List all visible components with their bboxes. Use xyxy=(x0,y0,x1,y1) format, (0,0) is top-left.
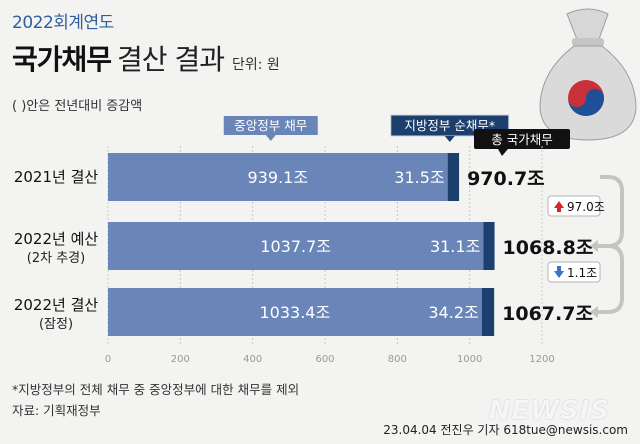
bar-local-value: 31.1조 xyxy=(430,237,480,256)
row-label: 2022년 결산 xyxy=(14,296,99,314)
legend-central-pointer xyxy=(265,135,276,141)
total-value: 1068.8조 xyxy=(503,237,594,259)
source-note: 자료: 기획재정부 xyxy=(12,403,101,418)
legend-total-pointer xyxy=(498,149,508,156)
total-value: 1067.7조 xyxy=(502,303,593,325)
change-connector xyxy=(596,244,624,314)
bar-local-value: 31.5조 xyxy=(394,168,444,187)
bar-local-value: 34.2조 xyxy=(428,303,478,322)
money-bag-tie xyxy=(572,38,604,46)
legend-local-pointer xyxy=(444,136,455,142)
row-label: 2022년 예산 xyxy=(14,230,99,248)
row-label: 2021년 결산 xyxy=(14,168,99,186)
x-tick-label: 0 xyxy=(105,354,111,365)
paren-note: ( )안은 전년대비 증감액 xyxy=(12,99,143,114)
x-tick-label: 1200 xyxy=(529,354,554,365)
x-tick-label: 600 xyxy=(315,354,334,365)
change-arrowhead xyxy=(590,306,598,318)
row-sublabel: (2차 추경) xyxy=(27,251,85,266)
x-tick-label: 400 xyxy=(243,354,262,365)
legend-local-label: 지방정부 순채무* xyxy=(404,118,495,133)
change-value: 1.1조 xyxy=(567,266,597,280)
credit-line: 23.04.04 전진우 기자 618tue@newsis.com xyxy=(383,423,628,437)
footnote: *지방정부의 전체 채무 중 중앙정부에 대한 채무를 제외 xyxy=(12,382,300,397)
bar-local xyxy=(447,153,460,201)
total-value: 970.7조 xyxy=(467,168,545,190)
page-title: 국가채무 결산 결과 단위: 원 xyxy=(12,38,280,78)
change-arrowhead xyxy=(590,240,598,252)
bar-central-value: 1033.4조 xyxy=(260,303,331,322)
bar-central xyxy=(108,153,448,201)
legend-total-label: 총 국가채무 xyxy=(491,132,552,147)
bar-central-value: 1037.7조 xyxy=(260,237,331,256)
legend-central-label: 중앙정부 채무 xyxy=(234,118,307,133)
title-sub: 결산 결과 xyxy=(117,43,225,76)
unit-label: 단위: 원 xyxy=(232,57,280,73)
bar-central-value: 939.1조 xyxy=(248,168,309,187)
fiscal-year-label: 2022회계연도 xyxy=(12,13,114,33)
taeguk-emblem-blue xyxy=(568,89,604,116)
bar-local xyxy=(481,288,495,336)
brand-watermark: NEWSIS xyxy=(488,396,610,426)
bar-central xyxy=(108,288,482,336)
row-sublabel: (잠정) xyxy=(39,317,73,332)
arrow-down-icon xyxy=(554,266,564,278)
title-main: 국가채무 xyxy=(12,43,112,76)
legend-central xyxy=(223,116,318,135)
legend-total xyxy=(474,129,570,149)
arrow-up-icon xyxy=(554,201,564,212)
x-tick-label: 200 xyxy=(171,354,190,365)
x-tick-label: 1000 xyxy=(457,354,482,365)
x-tick-label: 800 xyxy=(388,354,407,365)
change-value: 97.0조 xyxy=(567,200,605,214)
money-bag-top xyxy=(566,8,609,43)
bar-central xyxy=(108,222,484,270)
bar-local xyxy=(483,222,495,270)
